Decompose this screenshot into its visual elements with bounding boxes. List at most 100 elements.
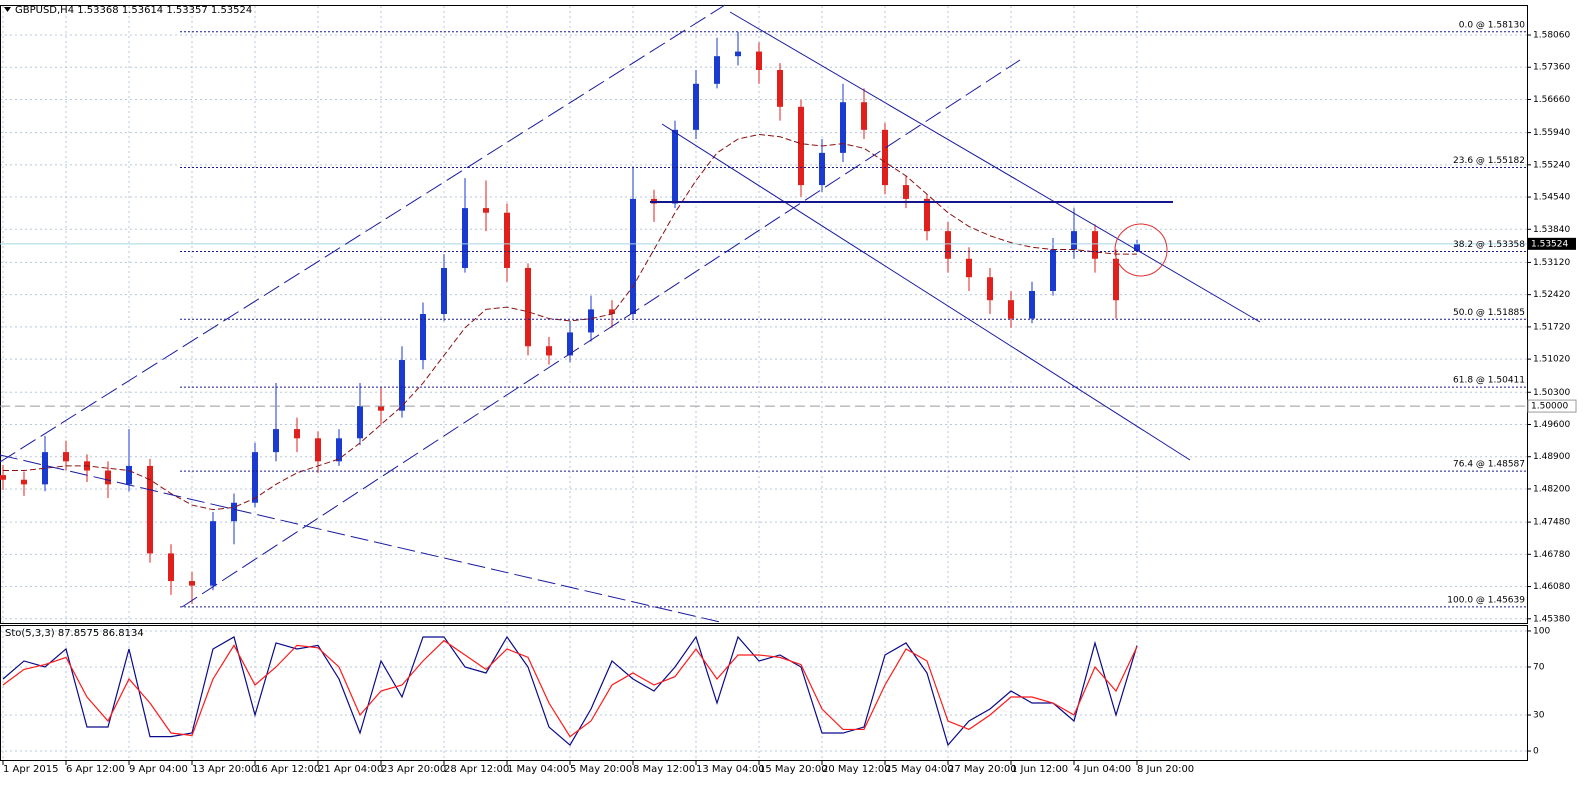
candle-body [399,360,405,411]
stoch-line [2,639,1138,738]
y-tick-label: 1.47480 [1533,518,1570,528]
y-tick-label: 1.53120 [1533,258,1570,268]
candle-body [1050,249,1056,291]
candle-body [252,452,258,503]
fib-label: 100.0 @ 1.45639 [1447,595,1525,605]
candle-body [1092,231,1098,259]
moving-average [3,133,1137,511]
stoch-panel-border [0,625,1528,761]
current-price-label: 1.53524 [1531,239,1568,249]
candle-body [735,51,741,57]
bar-high: 1.53614 [122,5,163,16]
x-tick-label: 21 Apr 04:00 [318,764,383,775]
stoch-header: Sto(5,3,3) 87.8575 86.8134 [5,628,144,639]
y-tick-label: 1.55940 [1533,128,1570,138]
candle-body [168,553,174,582]
candle-body [714,56,720,84]
fib-label: 0.0 @ 1.58130 [1459,20,1526,30]
x-tick-label: 5 May 20:00 [570,764,632,775]
x-tick-label: 16 Apr 12:00 [255,764,320,775]
x-tick-label: 8 Jun 20:00 [1137,764,1194,775]
fib-label: 61.8 @ 1.50411 [1453,376,1525,386]
candle-body [819,152,825,186]
x-tick-label: 15 May 20:00 [759,764,828,775]
candle-body [42,452,48,485]
candle-body [147,465,153,554]
y-tick-label: 1.58060 [1533,31,1570,41]
candle-body [336,438,342,462]
candle-body [0,475,6,480]
candle-body [882,129,888,186]
y-tick-label: 1.51720 [1533,322,1570,332]
y-tick-label: 1.56660 [1533,95,1570,105]
bar-low: 1.53357 [166,5,207,16]
candle-body [483,208,489,213]
x-tick-label: 13 May 04:00 [696,764,765,775]
candle-body [966,258,972,278]
x-tick-label: 28 Apr 12:00 [444,764,509,775]
candle-body [462,208,468,268]
y-tick-label: 1.54540 [1533,193,1570,203]
reference-label-box [1527,399,1577,413]
downtrend-lower [661,123,1191,461]
bar-close: 1.53524 [211,5,252,16]
candle-body [840,102,846,153]
candle-body [987,277,993,301]
x-tick-label: 23 Apr 20:00 [381,764,446,775]
x-tick-label: 13 Apr 20:00 [192,764,257,775]
candle-body [1008,300,1014,319]
x-tick-label: 27 May 20:00 [948,764,1017,775]
y-tick-label: 1.46780 [1533,550,1570,560]
trend-down-dashed [0,454,721,623]
candle-body [1029,290,1035,319]
candle-body [378,406,384,411]
y-tick-label: 1.49600 [1533,420,1570,430]
y-tick-label: 1.51020 [1533,355,1570,365]
x-tick-label: 1 May 04:00 [507,764,569,775]
bar-open: 1.53368 [77,5,118,16]
y-tick-label: 30 [1533,711,1545,721]
fib-label: 76.4 @ 1.48587 [1453,460,1525,470]
candle-body [357,406,363,439]
candle-body [231,502,237,522]
stoch-signal: 86.8134 [102,628,143,639]
candle-body [609,309,615,314]
trend-lines [0,4,1261,623]
main-panel-border [0,5,1528,624]
stoch-title: Sto(5,3,3) [5,628,55,639]
candle-body [672,129,678,204]
candle-body [924,198,930,232]
y-tick-label: 1.46080 [1533,582,1570,592]
x-tick-label: 25 May 04:00 [885,764,954,775]
y-tick-label: 1.52420 [1533,290,1570,300]
plot [0,31,1527,747]
fib-label: 50.0 @ 1.51885 [1453,308,1525,318]
candle-body [777,69,783,107]
candle-body [903,185,909,199]
symbol: GBPUSD,H4 [15,5,74,16]
y-tick-label: 1.45380 [1533,614,1570,624]
candle-body [63,452,69,462]
candle-body [861,102,867,130]
candle-body [1134,243,1140,252]
candle-body [105,470,111,485]
candle-body [567,332,573,356]
x-tick-label: 6 Apr 12:00 [66,764,125,775]
candle-body [1113,258,1119,301]
candle-body [630,198,636,314]
downtrend-upper [729,11,1261,323]
candle-body [588,309,594,333]
candle-body [546,346,552,356]
highlight-circle [1114,223,1168,277]
y-tick-label: 70 [1533,662,1545,672]
x-tick-label: 9 Apr 04:00 [129,764,188,775]
fib-label: 38.2 @ 1.53358 [1453,240,1525,250]
stoch-main: 87.8575 [58,628,99,639]
chart-header: GBPUSD,H4 1.53368 1.53614 1.53357 1.5352… [15,5,252,16]
candle-body [945,231,951,259]
y-tick-label: 1.48200 [1533,484,1570,494]
candle-body [210,521,216,586]
y-tick-label: 1.50300 [1533,388,1570,398]
x-tick-label: 8 May 12:00 [633,764,695,775]
